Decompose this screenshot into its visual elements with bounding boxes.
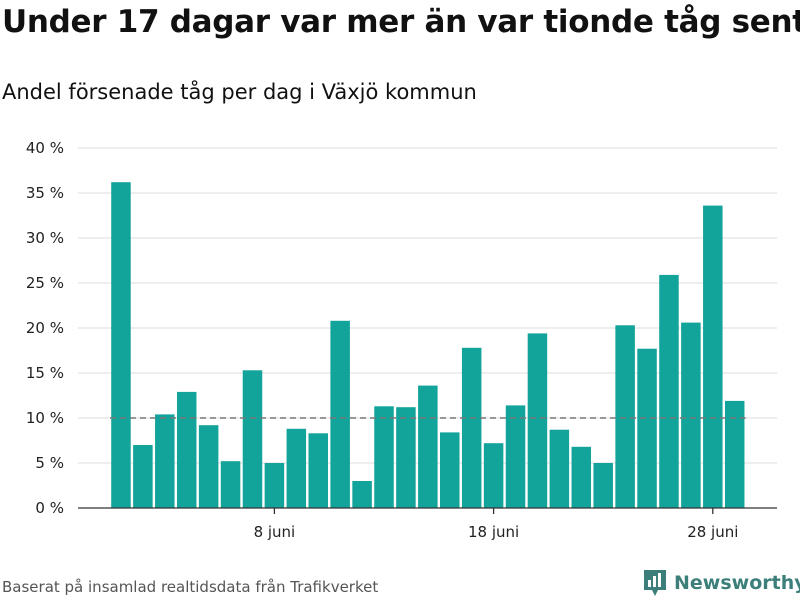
y-tick-label: 40 %	[26, 139, 64, 157]
y-tick-label: 35 %	[26, 184, 64, 202]
bar	[593, 463, 613, 508]
bar	[549, 429, 570, 508]
bar	[111, 182, 131, 508]
bars	[111, 182, 745, 508]
bar-chart: 0 % 5 % 10 % 15 % 20 % 25 % 30 % 35 % 40 % 8 jun…	[26, 139, 777, 541]
bar	[637, 348, 657, 508]
bar	[396, 407, 416, 508]
chart-subtitle: Andel försenade tåg per dag i Växjö komm…	[2, 80, 477, 104]
bar	[461, 347, 482, 508]
bar	[220, 461, 241, 508]
bar	[198, 425, 219, 508]
bar	[483, 443, 504, 508]
bar	[133, 445, 153, 508]
x-tick-label: 8 juni	[254, 523, 296, 541]
bar	[681, 322, 701, 508]
chart-title: Under 17 dagar var mer än var tionde tåg…	[2, 4, 800, 40]
bar	[703, 205, 723, 508]
bar	[352, 481, 372, 508]
y-tick-label: 30 %	[26, 229, 64, 247]
y-tick-label: 20 %	[26, 319, 64, 337]
y-tick-label: 15 %	[26, 364, 64, 382]
bar	[527, 333, 548, 508]
y-tick-label: 0 %	[35, 499, 64, 517]
bar	[176, 391, 197, 508]
bar	[440, 432, 460, 508]
bar	[155, 414, 175, 508]
bar	[374, 406, 394, 508]
bar	[724, 400, 745, 508]
x-tick-label: 18 juni	[468, 523, 519, 541]
bar	[330, 320, 350, 508]
x-axis-ticks: 8 juni 18 juni 28 juni	[254, 508, 738, 541]
bar	[505, 405, 526, 508]
y-tick-label: 5 %	[35, 454, 64, 472]
bar	[242, 370, 263, 508]
bar	[571, 446, 592, 508]
newsworthy-logo-icon	[644, 570, 666, 596]
bar	[264, 463, 285, 508]
bar	[659, 274, 679, 508]
bar	[418, 385, 438, 508]
y-axis-ticks: 0 % 5 % 10 % 15 % 20 % 25 % 30 % 35 % 40 %	[26, 139, 64, 517]
bar	[286, 428, 307, 508]
brand-logo[interactable]: Newsworthy	[642, 568, 800, 598]
bar	[308, 433, 328, 508]
y-tick-label: 25 %	[26, 274, 64, 292]
x-tick-label: 28 juni	[687, 523, 738, 541]
source-footnote: Baserat på insamlad realtidsdata från Tr…	[2, 578, 379, 596]
bar	[615, 325, 635, 508]
y-tick-label: 10 %	[26, 409, 64, 427]
brand-name: Newsworthy	[674, 572, 800, 594]
